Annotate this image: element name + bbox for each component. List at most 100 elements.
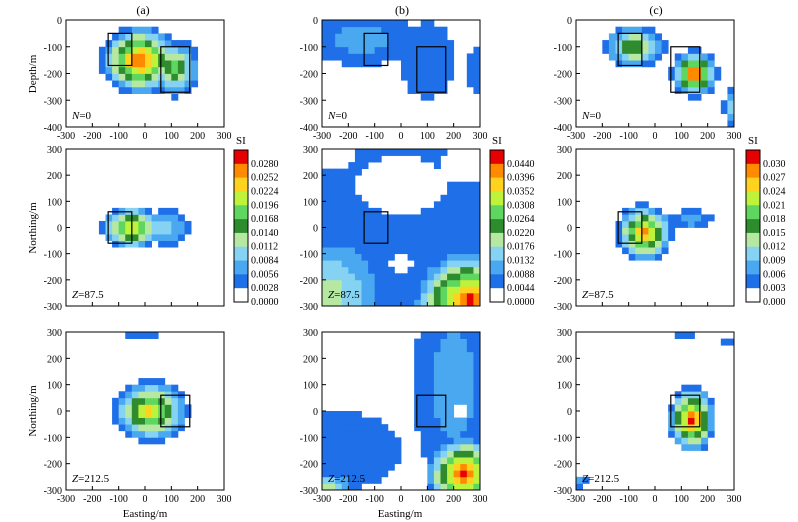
heatmap-cell — [420, 450, 428, 458]
heatmap-cell — [138, 397, 146, 405]
heatmap-cell — [341, 240, 349, 248]
heatmap-cell — [184, 404, 192, 412]
heatmap-cell — [694, 73, 702, 81]
panel-annotation: N=0 — [581, 110, 602, 122]
colorbar-segment — [234, 150, 248, 165]
heatmap-cell — [447, 364, 455, 372]
heatmap-cell — [447, 53, 455, 61]
heatmap-cell — [177, 417, 185, 425]
heatmap-cell — [164, 417, 172, 425]
heatmap-cell — [473, 86, 481, 94]
heatmap-cell — [440, 46, 448, 54]
heatmap-cell — [433, 483, 441, 491]
heatmap-cell — [628, 220, 636, 228]
heatmap-cell — [414, 286, 422, 294]
heatmap-cell — [694, 46, 702, 54]
heatmap-cell — [414, 33, 422, 41]
heatmap-cell — [694, 397, 702, 405]
heatmap-cell — [447, 181, 455, 189]
heatmap-cell — [466, 227, 474, 235]
heatmap-cell — [328, 46, 336, 54]
heatmap-cell — [427, 247, 435, 255]
heatmap-cell — [131, 417, 139, 425]
heatmap-cell — [98, 227, 106, 235]
heatmap-cell — [407, 33, 415, 41]
heatmap-cell — [98, 53, 106, 61]
heatmap-cell — [466, 60, 474, 68]
heatmap-cell — [335, 279, 343, 287]
heatmap-cell — [368, 273, 376, 281]
heatmap-cell — [453, 417, 461, 425]
heatmap-cell — [401, 33, 408, 41]
heatmap-cell — [701, 86, 709, 94]
heatmap-cell — [473, 220, 481, 228]
heatmap-cell — [694, 53, 702, 61]
heatmap-cell — [394, 26, 402, 34]
heatmap-cell — [125, 397, 133, 405]
y-tick-label: 300 — [557, 328, 572, 339]
heatmap-cell — [322, 424, 329, 432]
heatmap-cell — [112, 80, 120, 88]
heatmap-cell — [368, 220, 376, 228]
x-tick-label: 200 — [190, 131, 205, 142]
heatmap-cell — [374, 220, 382, 228]
y-tick-label: 300 — [303, 145, 318, 156]
heatmap-cell — [447, 201, 455, 209]
heatmap-cell — [707, 214, 715, 222]
heatmap-cell — [615, 227, 623, 235]
heatmap-cell — [473, 430, 481, 438]
x-tick-label: 200 — [190, 494, 205, 505]
heatmap-cell — [466, 53, 474, 61]
heatmap-cell — [348, 417, 356, 425]
heatmap-cell — [440, 66, 448, 74]
y-tick-label: 200 — [47, 354, 62, 365]
heatmap-cell — [414, 378, 422, 386]
heatmap-cell — [447, 286, 455, 294]
heatmap-cell — [407, 266, 415, 274]
heatmap-cell — [427, 53, 435, 61]
heatmap-cell — [158, 66, 166, 74]
heatmap-cell — [635, 214, 643, 222]
heatmap-cell — [674, 430, 682, 438]
heatmap-cell — [361, 417, 369, 425]
heatmap-cell — [394, 20, 402, 28]
heatmap-cell — [151, 397, 159, 405]
heatmap-cell — [628, 247, 636, 255]
heatmap-cell — [701, 437, 709, 445]
heatmap-cell — [322, 20, 329, 28]
heatmap-cell — [328, 430, 336, 438]
heatmap-cell — [615, 33, 623, 41]
heatmap-cell — [694, 417, 702, 425]
heatmap-cell — [394, 437, 402, 445]
heatmap-cell — [394, 443, 402, 451]
heatmap-cell — [394, 214, 402, 222]
heatmap-cell — [151, 80, 159, 88]
heatmap-cell — [447, 338, 455, 346]
heatmap-cell — [466, 260, 474, 268]
heatmap-cell — [466, 417, 474, 425]
heatmap-cell — [440, 247, 448, 255]
heatmap-cell — [668, 234, 676, 241]
heatmap-cell — [401, 214, 408, 222]
heatmap-cell — [335, 220, 343, 228]
heatmap-cell — [460, 384, 468, 392]
y-tick-label: -400 — [300, 123, 318, 134]
heatmap-cell — [433, 351, 441, 359]
heatmap-cell — [453, 214, 461, 222]
heatmap-cell — [341, 483, 349, 491]
heatmap-cell — [420, 266, 428, 274]
heatmap-cell — [473, 364, 481, 372]
heatmap-cell — [105, 214, 113, 222]
heatmap-cell — [138, 26, 146, 34]
heatmap-cell — [420, 73, 428, 81]
y-tick-label: 0 — [567, 224, 572, 235]
heatmap-cell — [328, 437, 336, 445]
heatmap-cell — [466, 80, 474, 88]
heatmap-cell — [427, 397, 435, 405]
heatmap-cell — [354, 207, 362, 215]
heatmap-cell — [440, 345, 448, 353]
heatmap-cell — [427, 483, 435, 491]
heatmap-cell — [348, 162, 356, 170]
heatmap-cell — [440, 450, 448, 458]
heatmap-cell — [125, 404, 133, 412]
